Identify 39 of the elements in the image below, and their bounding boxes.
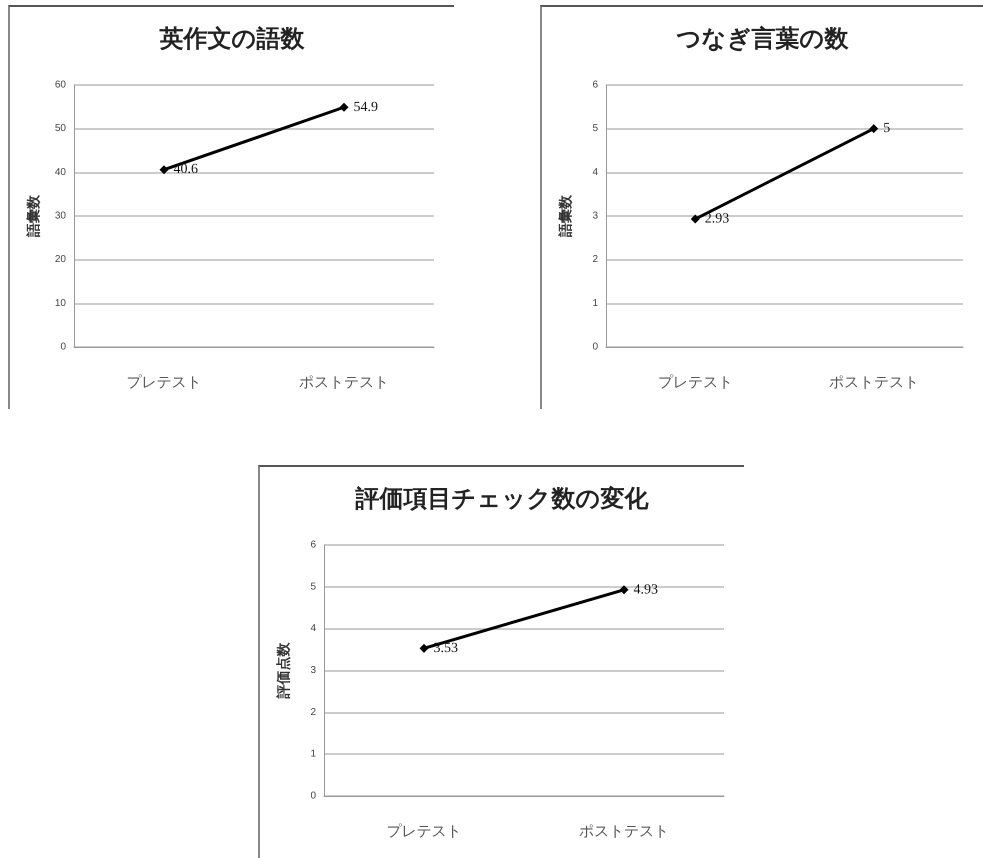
y-axis-title: 語彙数 bbox=[25, 194, 41, 238]
y-tick-label: 6 bbox=[592, 80, 598, 90]
y-tick-label: 50 bbox=[54, 123, 66, 134]
x-tick-label: ポストテスト bbox=[828, 374, 919, 391]
y-tick-label: 6 bbox=[310, 540, 316, 550]
y-tick-label: 1 bbox=[310, 748, 316, 760]
y-tick-label: 60 bbox=[54, 80, 66, 90]
chart-title: つなぎ言葉の数 bbox=[676, 24, 850, 52]
y-tick-label: 20 bbox=[54, 254, 66, 266]
data-label: 2.93 bbox=[704, 212, 730, 227]
y-tick-label: 3 bbox=[592, 210, 598, 222]
x-tick-label: ポストテスト bbox=[299, 374, 389, 391]
y-tick-label: 0 bbox=[592, 342, 598, 352]
y-tick-label: 40 bbox=[54, 166, 66, 178]
data-label: 40.6 bbox=[174, 162, 198, 178]
y-tick-label: 5 bbox=[592, 123, 598, 134]
y-axis-title: 評価点数 bbox=[275, 642, 291, 700]
x-tick-label: プレテスト bbox=[386, 823, 462, 840]
data-label: 5 bbox=[883, 121, 890, 136]
y-tick-label: 0 bbox=[310, 790, 316, 802]
y-tick-label: 30 bbox=[54, 210, 66, 222]
y-tick-label: 2 bbox=[310, 706, 316, 718]
y-tick-label: 0 bbox=[60, 342, 66, 352]
y-tick-label: 4 bbox=[592, 166, 598, 178]
y-tick-label: 4 bbox=[310, 623, 316, 634]
x-tick-label: ポストテスト bbox=[579, 823, 669, 840]
y-axis-title: 語彙数 bbox=[557, 194, 573, 238]
chart-title: 評価項目チェック数の変化 bbox=[354, 484, 650, 512]
y-tick-label: 5 bbox=[310, 581, 316, 592]
data-label: 4.93 bbox=[634, 582, 658, 598]
data-label: 54.9 bbox=[354, 100, 378, 115]
data-label: 3.53 bbox=[434, 640, 458, 656]
y-tick-label: 10 bbox=[54, 298, 66, 309]
y-tick-label: 1 bbox=[592, 298, 598, 309]
x-tick-label: プレテスト bbox=[126, 374, 202, 391]
y-tick-label: 3 bbox=[310, 665, 316, 676]
x-tick-label: プレテスト bbox=[658, 374, 733, 391]
chart-title: 英作文の語数 bbox=[158, 24, 306, 52]
y-tick-label: 2 bbox=[592, 254, 598, 266]
